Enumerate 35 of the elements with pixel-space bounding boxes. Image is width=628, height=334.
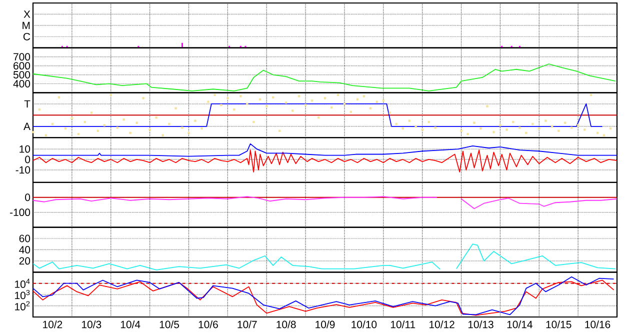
x-tick-label: 10/6	[198, 320, 218, 328]
text: A	[24, 122, 30, 130]
x-tick-label: 10/13	[468, 320, 494, 328]
x-tick-label: 10/12	[430, 320, 454, 328]
y-tick-label: 700	[14, 53, 30, 61]
x-tick-label: 10/2	[43, 320, 62, 328]
y-tick-label: 20	[19, 257, 30, 265]
x-tick-label: 10/4	[120, 320, 140, 328]
x-tick-label: 10/14	[507, 320, 532, 328]
y-tick-label: 10$^{4}$	[15, 278, 30, 288]
x-tick-label: 10/8	[276, 320, 296, 328]
y-tick-label: 40	[19, 246, 30, 254]
y-tick-label: 10$^{3}$	[15, 290, 30, 300]
x-tick-label: 10/7	[238, 320, 257, 328]
x-tick-label: 10/10	[352, 320, 377, 328]
x-tick-label: 10/11	[390, 320, 416, 328]
y-tick-label: 400	[13, 80, 30, 88]
x-tick-label: 10/5	[160, 320, 180, 328]
x-tick-label: 10/16	[585, 320, 610, 328]
text: T	[24, 100, 30, 108]
y-tick-label: 0	[25, 156, 30, 164]
y-tick-label: 500	[13, 71, 30, 78]
y-tick-label: 600	[14, 62, 30, 70]
y-tick-label: 10	[20, 145, 30, 153]
text: C	[23, 32, 30, 40]
y-tick-label: -100	[10, 208, 30, 216]
text: M	[22, 22, 30, 30]
y-tick-label: -10	[16, 166, 30, 174]
y-tick-label: 60	[19, 234, 30, 242]
x-tick-label: 10/9	[316, 320, 335, 328]
text: X	[24, 10, 30, 18]
x-tick-label: 10/15	[546, 320, 572, 328]
y-tick-label: 0	[25, 194, 30, 202]
y-tick-label: 10$^{2}$	[15, 301, 30, 310]
x-tick-label: 10/3	[82, 320, 102, 328]
